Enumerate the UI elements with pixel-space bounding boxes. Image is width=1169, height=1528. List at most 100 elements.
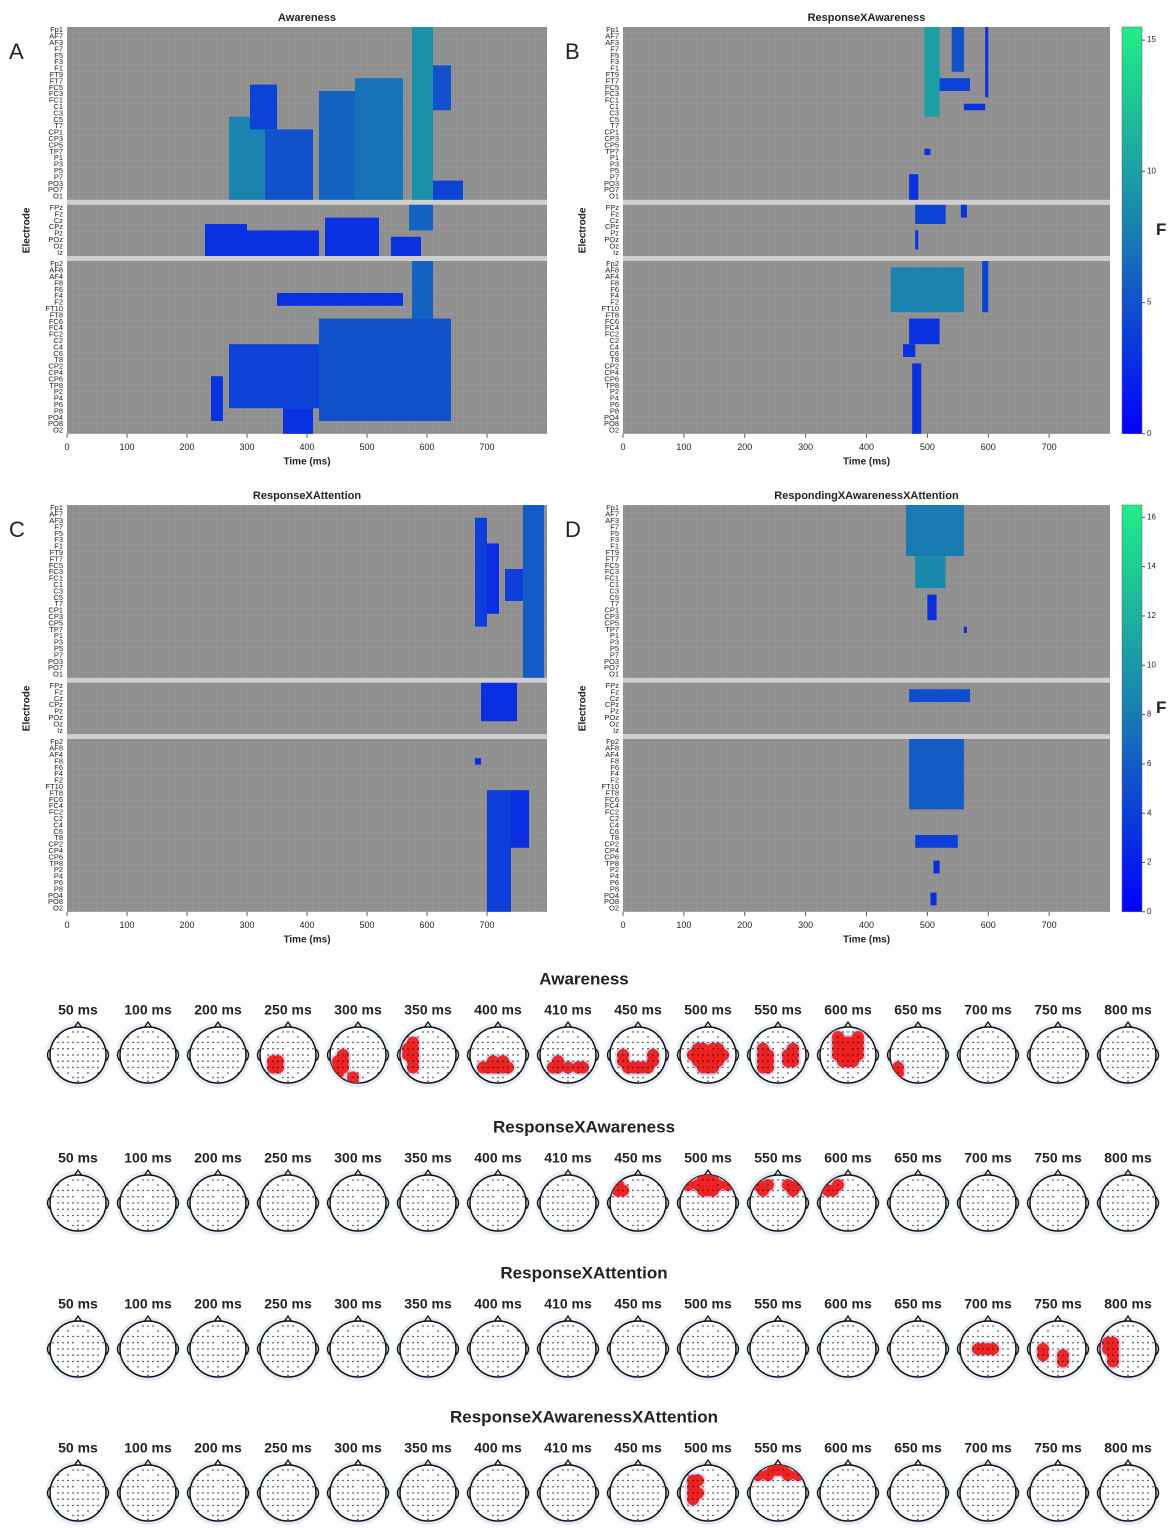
electrode-dot: [1147, 1184, 1148, 1185]
electrode-dot: [777, 1336, 778, 1337]
topomap-time-label: 50 ms: [58, 1440, 98, 1456]
electrode-dot: [377, 1510, 378, 1511]
electrode-dot: [1112, 1348, 1113, 1349]
topomap: [46, 1170, 110, 1235]
electrode-dot: [342, 1499, 343, 1500]
electrode-dot: [797, 1190, 798, 1191]
electrode-dot: [1132, 1196, 1133, 1197]
electrode-dot: [617, 1330, 618, 1331]
electrode-dot: [362, 1215, 363, 1216]
electrode-dot: [687, 1355, 688, 1356]
electrode-dot: [647, 1202, 648, 1203]
electrode-dot: [222, 1077, 223, 1078]
electrode-dot: [437, 1348, 438, 1349]
electrode-dot: [762, 1486, 763, 1487]
electrode-dot: [762, 1190, 763, 1191]
electrode-dot: [867, 1336, 868, 1337]
electrode-dot: [1007, 1202, 1008, 1203]
electrode-dot: [1077, 1202, 1078, 1203]
electrode-dot: [517, 1361, 518, 1362]
electrode-dot: [847, 1519, 848, 1520]
electrode-dot: [507, 1474, 508, 1475]
electrode-dot: [492, 1480, 493, 1481]
electrode-dot: [352, 1325, 353, 1326]
electrode-dot: [617, 1202, 618, 1203]
electrode-dot: [547, 1366, 548, 1367]
electrode-dot: [377, 1366, 378, 1367]
electrode-dot: [82, 1361, 83, 1362]
electrode-dot: [1042, 1067, 1043, 1068]
electrode-dot: [937, 1209, 938, 1210]
electrode-dot: [702, 1042, 703, 1043]
electrode-dot: [587, 1067, 588, 1068]
electrode-dot: [142, 1469, 143, 1470]
electrode-dot: [702, 1067, 703, 1068]
electrode-dot: [787, 1510, 788, 1511]
electrode-dot: [1137, 1209, 1138, 1210]
electrode-dot: [1112, 1202, 1113, 1203]
electrode-dot: [637, 1061, 638, 1062]
electrode-dot: [482, 1042, 483, 1043]
electrode-dot: [197, 1215, 198, 1216]
electrode-dot: [842, 1486, 843, 1487]
electrode-dot: [277, 1492, 278, 1493]
electrode-dot: [1002, 1342, 1003, 1343]
electrode-dot: [862, 1348, 863, 1349]
electrode-dot: [572, 1179, 573, 1180]
electrode-dot: [57, 1048, 58, 1049]
electrode-dot: [347, 1215, 348, 1216]
electrode-dot: [367, 1042, 368, 1043]
electrode-dot: [347, 1474, 348, 1475]
electrode-dot: [657, 1067, 658, 1068]
electrode-dot: [557, 1061, 558, 1062]
electrode-dot: [642, 1499, 643, 1500]
electrode-dot: [917, 1067, 918, 1068]
electrode-dot: [692, 1190, 693, 1191]
electrode-dot: [1132, 1361, 1133, 1362]
electrode-dot: [652, 1480, 653, 1481]
electrode-dot: [87, 1067, 88, 1068]
electrode-dot: [1052, 1336, 1053, 1337]
electrode-dot: [1117, 1048, 1118, 1049]
electrode-dot: [642, 1371, 643, 1372]
electrode-dot: [707, 1325, 708, 1326]
electrode-dot: [767, 1061, 768, 1062]
topomap-time-label: 250 ms: [264, 1440, 312, 1456]
electrode-dot: [567, 1469, 568, 1470]
electrode-dot: [687, 1220, 688, 1221]
electrode-dot: [717, 1336, 718, 1337]
electrode-dot: [362, 1054, 363, 1055]
electrode-dot: [297, 1072, 298, 1073]
electrode-dot: [652, 1196, 653, 1197]
electrode-dot: [1042, 1048, 1043, 1049]
electrode-dot: [547, 1492, 548, 1493]
electrode-dot: [97, 1190, 98, 1191]
electrode-dot: [507, 1492, 508, 1493]
electrode-dot: [1067, 1042, 1068, 1043]
x-tick-label: 500: [359, 442, 374, 452]
electrode-dot: [907, 1505, 908, 1506]
electrode-dot: [1002, 1202, 1003, 1203]
electrode-dot: [567, 1348, 568, 1349]
electrode-dot: [1007, 1048, 1008, 1049]
electrode-dot: [232, 1505, 233, 1506]
electrode-dot: [982, 1371, 983, 1372]
electrode-dot: [477, 1510, 478, 1511]
electrode-dot: [202, 1054, 203, 1055]
electrode-dot: [617, 1209, 618, 1210]
electrode-dot: [167, 1348, 168, 1349]
electrode-dot: [1082, 1342, 1083, 1343]
electrode-dot: [917, 1371, 918, 1372]
electrode-dot: [722, 1209, 723, 1210]
electrode-dot: [567, 1355, 568, 1356]
x-tick-label: 600: [981, 920, 996, 930]
electrode-dot: [347, 1480, 348, 1481]
electrode-dot: [512, 1499, 513, 1500]
electrode-dot: [1137, 1067, 1138, 1068]
electrode-dot: [727, 1486, 728, 1487]
electrode-dot: [917, 1215, 918, 1216]
significant-cell: [319, 319, 451, 421]
electrode-dot: [1047, 1048, 1048, 1049]
electrode-dot: [847, 1366, 848, 1367]
electrode-dot: [497, 1371, 498, 1372]
